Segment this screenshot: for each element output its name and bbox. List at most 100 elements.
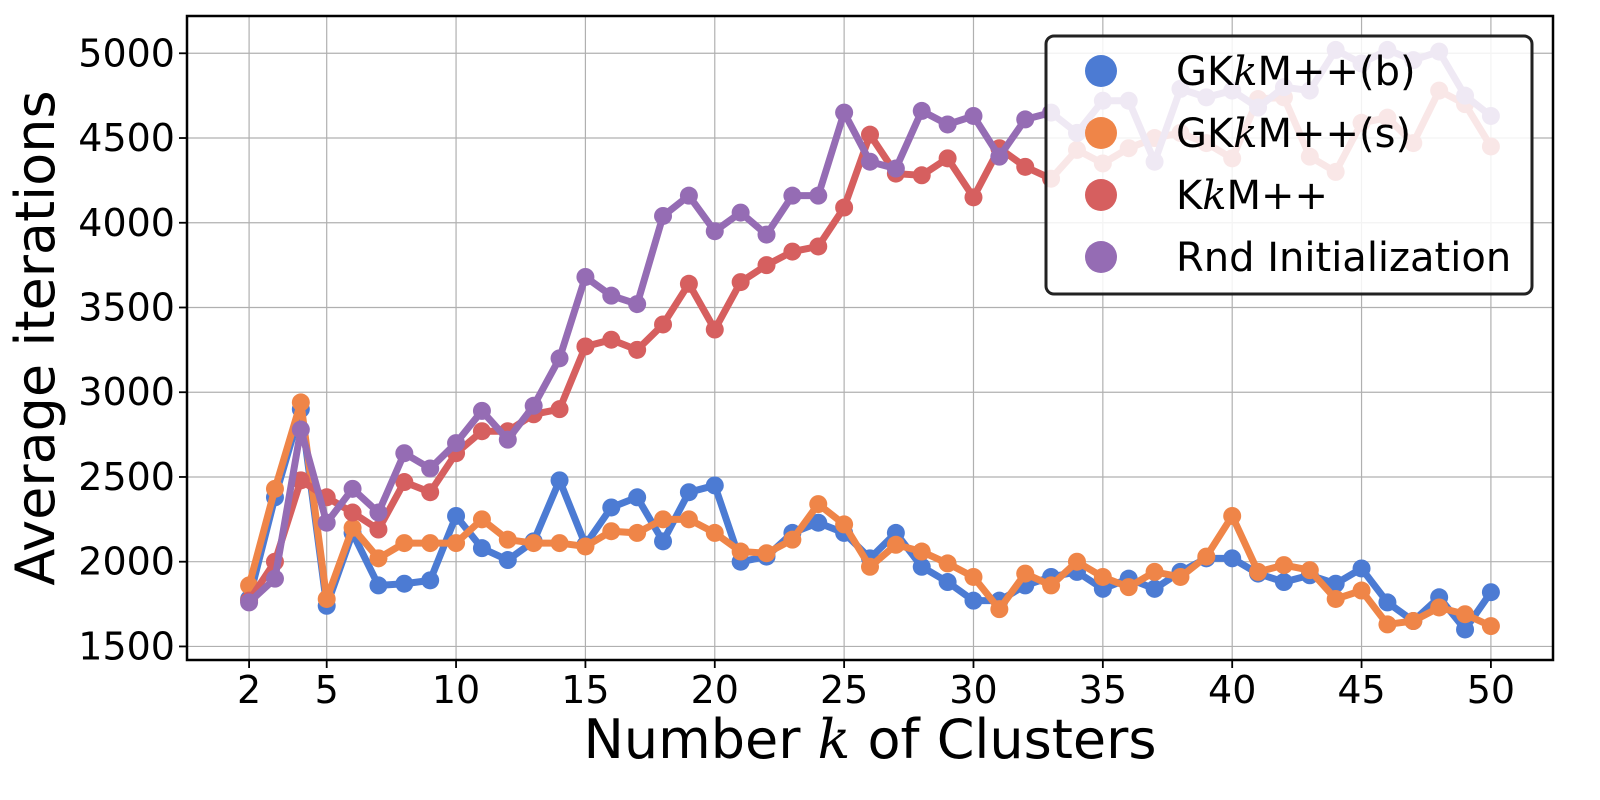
data-point <box>809 186 828 205</box>
y-tick-label: 3000 <box>78 370 175 414</box>
data-point <box>1119 578 1138 597</box>
data-point <box>964 591 983 610</box>
x-tick-label: 30 <box>949 668 997 712</box>
data-point <box>757 256 776 275</box>
data-point <box>1145 579 1164 598</box>
data-point <box>1378 615 1397 634</box>
data-point <box>498 530 517 549</box>
data-point <box>472 422 491 441</box>
data-point <box>343 503 362 522</box>
data-point <box>835 198 854 217</box>
y-tick-label: 5000 <box>78 31 175 75</box>
y-tick-label: 1500 <box>78 624 175 668</box>
data-point <box>912 166 931 185</box>
data-point <box>757 544 776 563</box>
data-point <box>1274 556 1293 575</box>
data-point <box>1430 598 1449 617</box>
data-point <box>1352 559 1371 578</box>
data-point <box>395 574 414 593</box>
data-point <box>1016 564 1035 583</box>
data-point <box>731 203 750 222</box>
x-tick-label: 35 <box>1079 668 1127 712</box>
data-point <box>524 534 543 553</box>
data-point <box>912 542 931 561</box>
data-point <box>1274 573 1293 592</box>
data-point <box>654 206 673 225</box>
legend-marker <box>1085 179 1117 211</box>
data-point <box>679 274 698 293</box>
data-point <box>654 532 673 551</box>
data-point <box>1326 574 1345 593</box>
data-point <box>705 320 724 339</box>
data-point <box>498 551 517 570</box>
data-point <box>472 539 491 558</box>
data-point <box>938 115 957 134</box>
data-point <box>1378 593 1397 612</box>
data-point <box>1197 547 1216 566</box>
data-point <box>550 471 569 490</box>
data-point <box>421 571 440 590</box>
data-point <box>1352 581 1371 600</box>
legend-label: Rnd Initialization <box>1176 235 1511 281</box>
data-point <box>938 149 957 168</box>
data-point <box>421 459 440 478</box>
x-tick-label: 2 <box>237 668 261 712</box>
data-point <box>343 518 362 537</box>
data-point <box>809 495 828 514</box>
data-point <box>1067 552 1086 571</box>
data-point <box>602 522 621 541</box>
legend-label: GKkM++(s) <box>1176 111 1411 157</box>
data-point <box>524 396 543 415</box>
x-tick-label: 25 <box>820 668 868 712</box>
legend-marker <box>1085 55 1117 87</box>
x-tick-label: 5 <box>315 668 339 712</box>
x-tick-label: 10 <box>432 668 480 712</box>
data-point <box>783 186 802 205</box>
data-point <box>731 542 750 561</box>
data-point <box>628 488 647 507</box>
data-point <box>679 483 698 502</box>
data-point <box>679 186 698 205</box>
data-point <box>705 523 724 542</box>
y-axis-title: Average iterations <box>4 90 67 585</box>
data-point <box>550 534 569 553</box>
data-point <box>576 337 595 356</box>
data-point <box>421 483 440 502</box>
data-point <box>1481 617 1500 636</box>
data-point <box>369 520 388 539</box>
data-point <box>861 152 879 171</box>
data-point <box>1456 620 1475 639</box>
data-point <box>265 479 284 498</box>
data-point <box>654 315 673 334</box>
data-point <box>628 340 647 359</box>
data-point <box>886 535 905 554</box>
series-1 <box>240 393 1500 636</box>
data-point <box>1223 506 1242 525</box>
data-point <box>1042 576 1061 595</box>
x-tick-label: 40 <box>1208 668 1256 712</box>
legend-marker <box>1085 241 1117 273</box>
data-point <box>757 225 776 244</box>
y-tick-label: 2500 <box>78 455 175 499</box>
data-point <box>964 567 983 586</box>
plot-frame <box>185 14 1555 662</box>
data-point <box>1300 561 1319 580</box>
legend-label: KkM++ <box>1176 173 1328 219</box>
data-point <box>472 510 491 529</box>
data-point <box>705 222 724 241</box>
data-point <box>602 286 621 305</box>
series-0 <box>240 400 1500 639</box>
data-point <box>628 523 647 542</box>
data-point <box>1016 110 1035 129</box>
data-point <box>602 330 621 349</box>
data-point <box>886 159 905 178</box>
data-point <box>912 101 931 120</box>
legend-box <box>1044 34 1534 296</box>
data-point <box>731 273 750 292</box>
data-point <box>343 479 362 498</box>
data-point <box>964 188 983 207</box>
data-point <box>1404 612 1423 631</box>
data-point <box>783 242 802 261</box>
data-point <box>1326 589 1345 608</box>
